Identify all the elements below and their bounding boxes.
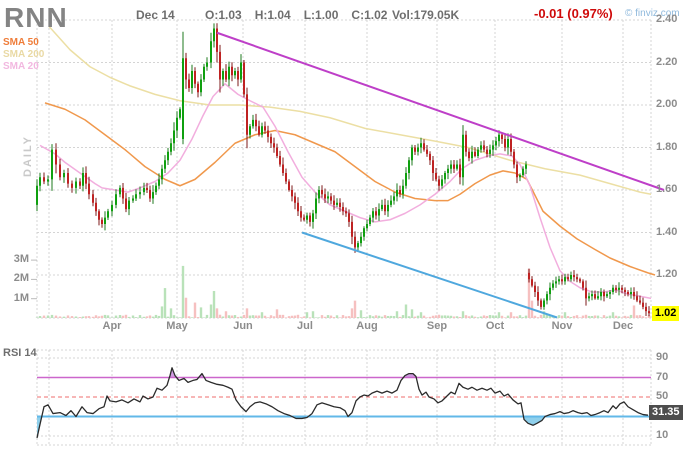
price-change: -0.01 (0.97%) xyxy=(534,6,613,21)
legend-sma50: SMA 50 xyxy=(3,37,39,48)
volume-tick: 2M xyxy=(13,272,29,285)
month-tick: Sep xyxy=(426,320,448,332)
price-tick: 1.60 xyxy=(656,183,678,195)
rsi-pane-title: RSI 14 xyxy=(3,347,37,359)
price-tick: 1.20 xyxy=(656,268,678,280)
month-tick: May xyxy=(166,320,188,332)
price-tick: 1.80 xyxy=(656,140,678,153)
legend-sma20: SMA 20 xyxy=(3,61,39,72)
month-tick: Dec xyxy=(612,320,634,332)
volume-tick: 3M xyxy=(13,253,29,266)
timeframe-label: DAILY xyxy=(22,135,34,177)
legend-sma200: SMA 200 xyxy=(3,49,45,60)
open-value: O:1.03 xyxy=(205,8,242,22)
rsi-tick: 70 xyxy=(656,370,669,383)
rsi-tick: 10 xyxy=(656,429,669,441)
ticker-symbol: RNN xyxy=(4,2,68,33)
rsi-tick: 50 xyxy=(656,390,669,402)
month-tick: Oct xyxy=(485,320,505,332)
price-tick: 2.40 xyxy=(656,13,678,25)
quote-date: Dec 14 xyxy=(136,8,175,22)
month-tick: Apr xyxy=(102,320,122,332)
month-tick: Aug xyxy=(356,320,378,332)
price-tick: 2.20 xyxy=(656,55,678,68)
month-tick: Jul xyxy=(297,320,313,332)
month-tick: Nov xyxy=(551,320,573,332)
low-value: L:1.00 xyxy=(303,8,339,22)
price-tick: 2.00 xyxy=(656,98,678,110)
price-tick: 1.40 xyxy=(656,225,678,238)
volume-tick: 1M xyxy=(13,291,29,304)
volume-readout: Vol:179.05K xyxy=(392,8,460,22)
rsi-value-badge: 31.35 xyxy=(649,405,683,420)
month-tick: Jun xyxy=(233,320,253,332)
rsi-tick: 90 xyxy=(656,351,669,363)
last-price-badge: 1.02 xyxy=(652,306,680,321)
high-value: H:1.04 xyxy=(254,8,291,22)
ohlc-readout: O:1.03 H:1.04 L:1.00 C:1.02 xyxy=(205,8,387,22)
close-value: C:1.02 xyxy=(351,8,388,22)
finviz-credit-link[interactable]: © finviz.com xyxy=(625,8,680,19)
